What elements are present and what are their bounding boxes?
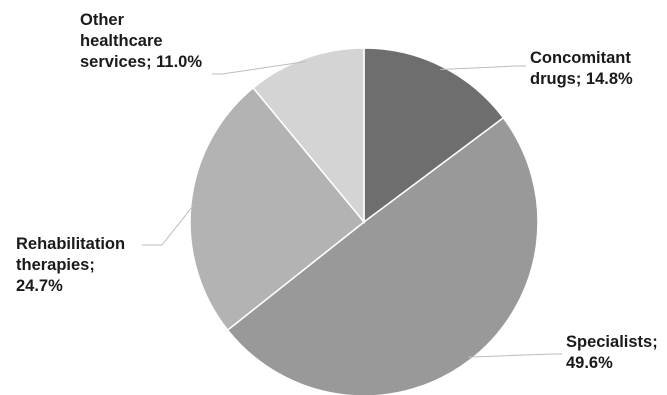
slice-label-line: drugs; 14.8% — [530, 70, 633, 88]
pie-slice-specialists — [226, 116, 539, 395]
leader-line-concomitant-drugs — [440, 65, 526, 71]
slice-label-line: 49.6% — [566, 354, 613, 372]
slice-label-concomitant-drugs: Concomitant drugs; 14.8% — [530, 48, 633, 90]
slice-label-line: Rehabilitation — [16, 235, 126, 253]
leader-line-other-healthcare-services — [212, 61, 307, 75]
slice-label-line: services; 11.0% — [80, 53, 203, 71]
slice-label-line: 24.7% — [16, 277, 63, 295]
slice-label-specialists: Specialists; 49.6% — [566, 332, 658, 374]
slice-label-other-healthcare-services: Other healthcare services; 11.0% — [80, 10, 202, 73]
slice-label-line: therapies; — [16, 256, 95, 274]
slice-label-line: Specialists; — [566, 333, 658, 351]
slice-label-rehabilitation-therapies: Rehabilitation therapies; 24.7% — [16, 234, 125, 297]
slice-label-line: healthcare — [80, 32, 163, 50]
pie-slice-concomitant-drugs — [363, 47, 505, 224]
slice-label-line: Concomitant — [530, 49, 631, 67]
pie-slice-rehabilitation-therapies — [189, 86, 366, 332]
pie-slices — [189, 47, 539, 395]
leader-line-rehabilitation-therapies — [142, 203, 195, 246]
pie-slice-other-healthcare-services — [252, 47, 365, 225]
leader-line-specialists — [467, 353, 562, 358]
leader-lines — [142, 61, 562, 358]
slice-label-line: Other — [80, 11, 125, 29]
